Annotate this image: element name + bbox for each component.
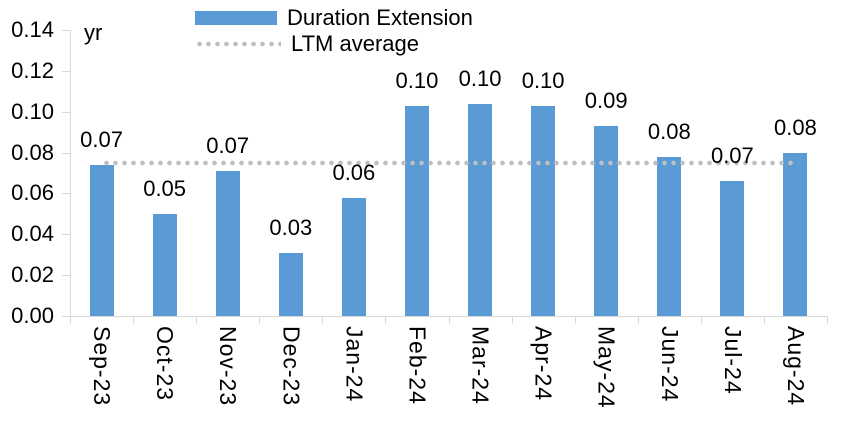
bar-nov-23: [215, 170, 240, 316]
x-axis-tick-mark: [637, 316, 639, 324]
x-axis-category-label: Jan-24: [341, 326, 368, 403]
bar-swatch-icon: [195, 11, 277, 25]
y-axis-tick-mark: [62, 275, 70, 277]
x-axis-category-label: Nov-23: [215, 326, 242, 407]
y-axis-tick-label: 0.02: [11, 262, 54, 288]
x-axis-category-label: Apr-24: [530, 326, 557, 402]
data-label-jan-24: 0.06: [332, 159, 376, 185]
y-axis-tick-mark: [62, 234, 70, 236]
data-label-aug-24: 0.08: [774, 114, 817, 140]
x-axis-tick-mark: [763, 316, 765, 324]
x-axis-tick-mark: [700, 316, 702, 324]
x-axis-category-label: Oct-23: [152, 326, 179, 402]
data-label-dec-23: 0.03: [269, 214, 313, 240]
x-axis-tick-mark: [574, 316, 576, 324]
data-label-sep-23: 0.07: [80, 126, 123, 152]
data-label-may-24: 0.09: [584, 88, 628, 114]
bar-dec-23: [278, 252, 303, 316]
x-axis-category-label: Jun-24: [656, 326, 683, 403]
data-label-mar-24: 0.10: [458, 65, 502, 91]
legend: Duration Extension LTM average: [195, 5, 473, 57]
data-label-jun-24: 0.08: [647, 118, 691, 144]
y-axis-tick-mark: [62, 193, 70, 195]
y-axis-tick-label: 0.06: [11, 180, 54, 206]
x-axis-tick-mark: [196, 316, 198, 324]
bar-jun-24: [657, 156, 682, 316]
x-axis-tick-mark: [448, 316, 450, 324]
y-axis-tick-label: 0.00: [11, 303, 54, 328]
legend-item-duration-extension: Duration Extension: [195, 5, 473, 31]
x-axis-tick-mark: [70, 316, 71, 324]
bar-may-24: [594, 126, 619, 316]
y-axis-tick-mark: [62, 316, 70, 317]
ltm-average-line: [101, 159, 796, 166]
y-axis-line: [70, 30, 71, 316]
bar-aug-24: [783, 152, 808, 316]
plot-area: 0.07 0.05 0.07 0.03 0.06 0.10 0.10 0.10 0.09 0.08…: [70, 30, 827, 317]
x-axis-category-label: Dec-23: [278, 326, 305, 407]
legend-label: LTM average: [291, 31, 419, 56]
y-axis-unit-label: yr: [84, 20, 103, 45]
x-axis-category-label: Feb-24: [404, 326, 431, 405]
bar-jul-24: [720, 181, 745, 316]
bar-apr-24: [531, 105, 556, 316]
x-axis-category-label: May-24: [593, 326, 620, 409]
y-axis-tick-label: 0.12: [11, 57, 54, 83]
y-axis-tick-label: 0.10: [11, 98, 54, 124]
x-axis-category-label: Mar-24: [467, 326, 494, 405]
y-axis-tick-label: 0.04: [11, 221, 54, 247]
bar-oct-23: [152, 213, 177, 316]
y-axis-tick-mark: [62, 152, 70, 154]
x-axis-tick-mark: [385, 316, 387, 324]
y-axis-tick-label: 0.14: [11, 17, 54, 42]
x-axis-tick-mark: [511, 316, 513, 324]
data-label-nov-23: 0.07: [206, 132, 250, 158]
bar-sep-23: [89, 164, 114, 316]
x-axis-category-label: Jul-24: [719, 326, 746, 395]
y-axis-tick-mark: [62, 111, 70, 113]
y-axis-tick-label: 0.08: [11, 139, 54, 165]
bar-mar-24: [468, 103, 493, 316]
x-axis-category-label: Aug-24: [782, 326, 809, 407]
y-axis-tick-mark: [62, 30, 70, 31]
x-axis-tick-mark: [259, 316, 261, 324]
x-axis-tick-mark: [133, 316, 135, 324]
y-axis-tick-mark: [62, 70, 70, 72]
data-label-feb-24: 0.10: [395, 67, 439, 93]
x-axis-tick-mark: [322, 316, 324, 324]
bar-feb-24: [404, 105, 429, 316]
legend-item-ltm-average: LTM average: [195, 31, 473, 57]
x-axis-tick-mark: [827, 316, 828, 324]
data-label-apr-24: 0.10: [521, 67, 565, 93]
x-axis-category-label: Sep-23: [89, 326, 116, 407]
dotted-line-swatch-icon: [195, 41, 281, 47]
legend-label: Duration Extension: [287, 5, 473, 30]
data-label-oct-23: 0.05: [143, 175, 187, 201]
bar-jan-24: [341, 197, 366, 316]
data-label-jul-24: 0.07: [710, 143, 754, 169]
